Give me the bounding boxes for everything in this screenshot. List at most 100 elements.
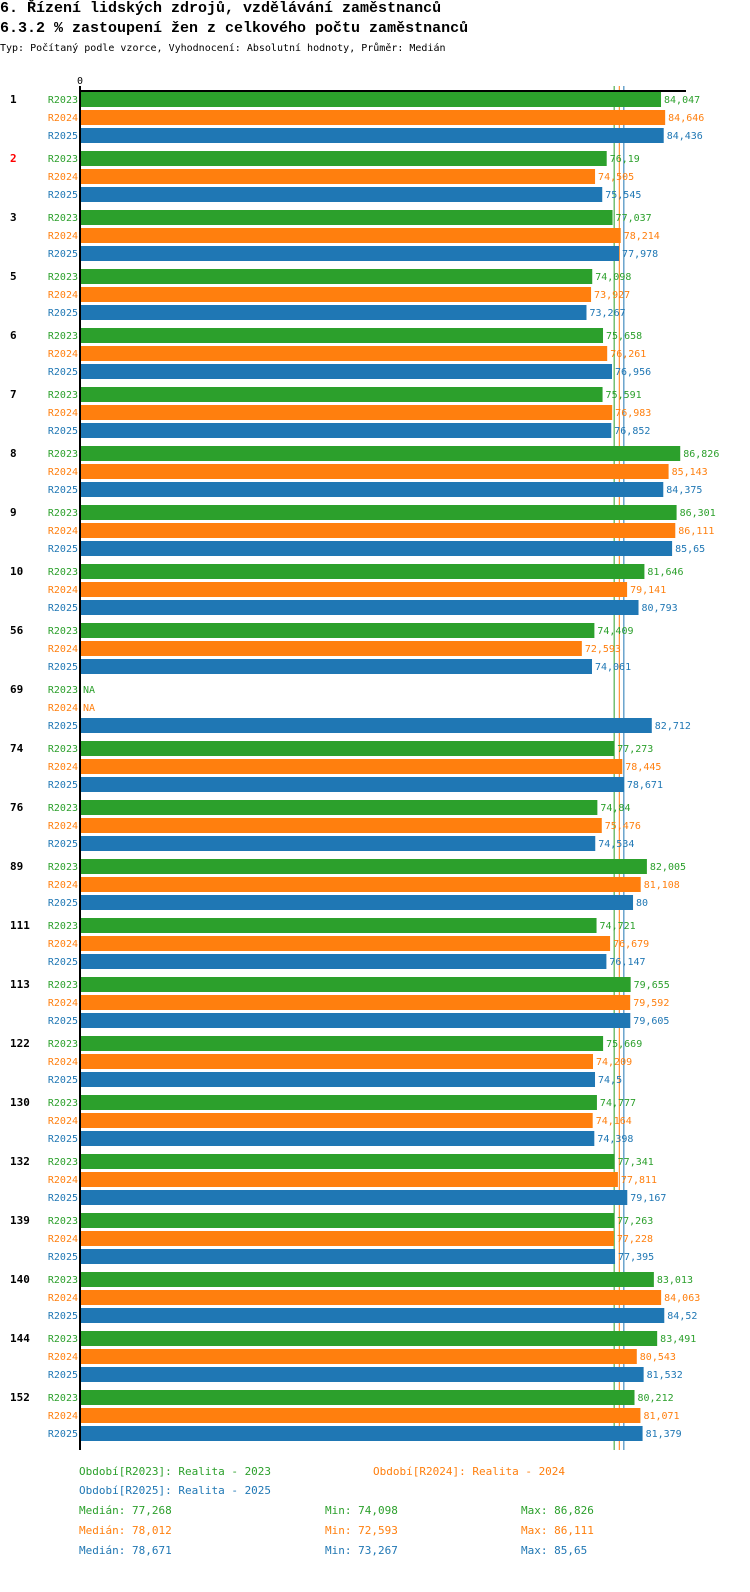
- series-label: R2024: [48, 231, 78, 242]
- series-label: R2025: [48, 662, 78, 673]
- bar: [80, 818, 602, 833]
- series-label: R2023: [48, 1334, 78, 1345]
- bar: [80, 364, 612, 379]
- series-label: R2024: [48, 290, 78, 301]
- min-r2024: Min: 72,593: [325, 1524, 398, 1537]
- bar: [80, 1154, 615, 1169]
- category-label: 6: [10, 329, 17, 342]
- series-label: R2023: [48, 685, 78, 696]
- bar: [80, 541, 673, 556]
- data-label: 79,141: [630, 585, 666, 596]
- bar: [80, 1390, 635, 1405]
- bar: [80, 564, 645, 579]
- data-label: 82,005: [650, 862, 686, 873]
- data-label: 76,852: [614, 426, 650, 437]
- bar: [80, 936, 611, 951]
- bar: [80, 800, 598, 815]
- series-label: R2025: [48, 780, 78, 791]
- category-label: 113: [10, 978, 30, 991]
- bar: [80, 1036, 604, 1051]
- series-label: R2025: [48, 485, 78, 496]
- min-r2023: Min: 74,098: [325, 1504, 398, 1517]
- data-label: 78,671: [627, 780, 663, 791]
- data-label: 83,491: [660, 1334, 696, 1345]
- legend-period-r2025: Období[R2025]: Realita - 2025: [79, 1484, 272, 1497]
- series-label: R2025: [48, 603, 78, 614]
- data-label: 86,111: [678, 526, 714, 537]
- bar: [80, 777, 624, 792]
- series-label: R2025: [48, 1075, 78, 1086]
- series-label: R2023: [48, 921, 78, 932]
- data-label: 84,375: [666, 485, 702, 496]
- bar: [80, 169, 596, 184]
- bar: [80, 623, 595, 638]
- series-label: R2025: [48, 957, 78, 968]
- bar: [80, 582, 628, 597]
- bar: [80, 405, 613, 420]
- data-label: 74,5: [598, 1075, 622, 1086]
- data-label: 74,061: [595, 662, 631, 673]
- indicator-title: 6.3.2 % zastoupení žen z celkového počtu…: [0, 20, 469, 37]
- series-label: R2025: [48, 898, 78, 909]
- legend-period-r2024: Období[R2024]: Realita - 2024: [373, 1465, 566, 1478]
- bar: [80, 1113, 593, 1128]
- data-label: 78,445: [625, 762, 661, 773]
- series-label: R2024: [48, 1175, 78, 1186]
- series-label: R2023: [48, 862, 78, 873]
- legend-period-r2023: Období[R2023]: Realita - 2023: [79, 1465, 272, 1478]
- bar: [80, 346, 608, 361]
- bar: [80, 1426, 643, 1441]
- series-label: R2023: [48, 980, 78, 991]
- series-label: R2023: [48, 744, 78, 755]
- series-label: R2024: [48, 880, 78, 891]
- bar: [80, 659, 592, 674]
- bar: [80, 1213, 615, 1228]
- bar: [80, 1131, 595, 1146]
- data-label: 84,047: [664, 95, 700, 106]
- category-label: 144: [10, 1332, 30, 1345]
- bar: [80, 305, 587, 320]
- series-label: R2024: [48, 1057, 78, 1068]
- data-label: 78,214: [624, 231, 660, 242]
- data-label: 72,593: [585, 644, 621, 655]
- category-label: 10: [10, 565, 23, 578]
- data-label: 74,098: [595, 272, 631, 283]
- data-label: 73,267: [589, 308, 625, 319]
- data-label: 79,655: [634, 980, 670, 991]
- series-label: R2023: [48, 449, 78, 460]
- data-label: 74,721: [600, 921, 636, 932]
- data-label: 76,983: [615, 408, 651, 419]
- series-label: R2025: [48, 1016, 78, 1027]
- bar: [80, 1172, 618, 1187]
- category-label: 89: [10, 860, 23, 873]
- bar: [80, 718, 652, 733]
- data-label: 75,545: [605, 190, 641, 201]
- category-label: 111: [10, 919, 30, 932]
- bar: [80, 1331, 658, 1346]
- series-label: R2025: [48, 367, 78, 378]
- series-label: R2024: [48, 585, 78, 596]
- data-label: 74,164: [596, 1116, 632, 1127]
- bar: [80, 328, 604, 343]
- bar: [80, 1290, 662, 1305]
- bar: [80, 1272, 654, 1287]
- series-label: R2025: [48, 1370, 78, 1381]
- series-label: R2024: [48, 1234, 78, 1245]
- bar: [80, 505, 677, 520]
- category-label: 2: [10, 152, 17, 165]
- series-label: R2023: [48, 1393, 78, 1404]
- bar: [80, 151, 607, 166]
- bar: [80, 287, 592, 302]
- bar: [80, 895, 634, 910]
- data-label: 75,669: [606, 1039, 642, 1050]
- category-label: 140: [10, 1273, 30, 1286]
- max-r2025: Max: 85,65: [521, 1544, 588, 1557]
- series-label: R2023: [48, 390, 78, 401]
- bar: [80, 741, 615, 756]
- category-label: 9: [10, 506, 17, 519]
- bar: [80, 1249, 616, 1264]
- series-label: R2023: [48, 272, 78, 283]
- data-label: 85,65: [675, 544, 705, 555]
- series-label: R2024: [48, 408, 78, 419]
- series-label: R2024: [48, 349, 78, 360]
